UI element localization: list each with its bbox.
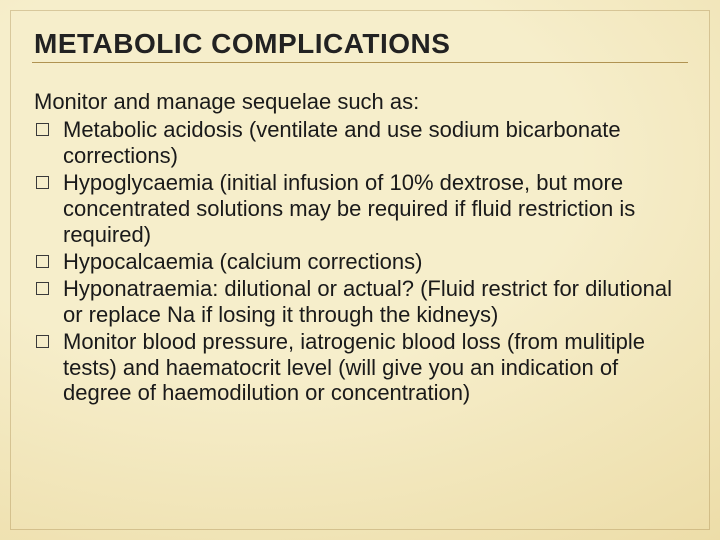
checkbox-icon [36,335,49,348]
list-item-text: Hypocalcaemia (calcium corrections) [63,249,688,275]
list-item-text: Hyponatraemia: dilutional or actual? (Fl… [63,276,688,328]
checkbox-icon [36,282,49,295]
list-item-text: Metabolic acidosis (ventilate and use so… [63,117,688,169]
list-item: Metabolic acidosis (ventilate and use so… [34,117,688,169]
intro-text: Monitor and manage sequelae such as: [32,89,688,115]
list-item: Hypocalcaemia (calcium corrections) [34,249,688,275]
slide: METABOLIC COMPLICATIONS Monitor and mana… [0,0,720,540]
slide-title: METABOLIC COMPLICATIONS [32,28,688,60]
list-item: Monitor blood pressure, iatrogenic blood… [34,329,688,407]
checkbox-icon [36,255,49,268]
slide-content: METABOLIC COMPLICATIONS Monitor and mana… [32,28,688,406]
list-item: Hypoglycaemia (initial infusion of 10% d… [34,170,688,248]
list-item-text: Hypoglycaemia (initial infusion of 10% d… [63,170,688,248]
list-item-text: Monitor blood pressure, iatrogenic blood… [63,329,688,407]
list-item: Hyponatraemia: dilutional or actual? (Fl… [34,276,688,328]
bullet-list: Metabolic acidosis (ventilate and use so… [32,117,688,406]
checkbox-icon [36,123,49,136]
checkbox-icon [36,176,49,189]
title-underline [32,62,688,63]
